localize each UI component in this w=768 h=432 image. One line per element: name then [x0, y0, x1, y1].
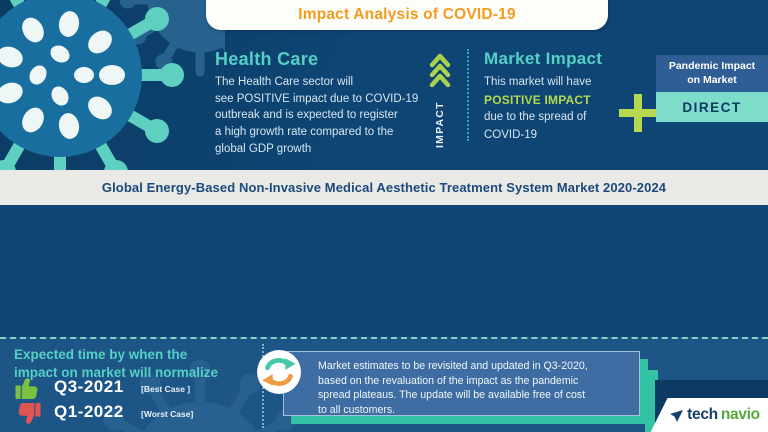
section-divider: [467, 49, 469, 141]
thumbs-up-icon: [15, 377, 41, 405]
worst-case-label: [Worst Case]: [141, 409, 194, 419]
direct-badge: DIRECT: [656, 92, 768, 122]
worst-case-value: Q1-2022: [54, 402, 124, 421]
healthcare-title: Health Care: [215, 49, 319, 69]
market-impact-line1: This market will have: [484, 76, 592, 88]
note-box: Market estimates to be revisited and upd…: [283, 351, 640, 416]
plus-icon: [618, 93, 658, 138]
best-case-label: [Best Case ]: [141, 384, 191, 394]
virus-icon: [0, 0, 225, 199]
page-title: Impact Analysis of COVID-19: [298, 6, 516, 23]
metrics-section: Market growth will ACCELERATE at a CAGR …: [0, 205, 768, 432]
market-impact-body: This market will have POSITIVE IMPACT du…: [484, 74, 591, 144]
header-banner: Impact Analysis of COVID-19: [206, 0, 608, 30]
pandemic-impact-label: Pandemic Impact on Market: [668, 59, 756, 86]
virus-silhouette-icon: [103, 359, 297, 432]
best-case-value: Q3-2021: [54, 377, 124, 396]
chevrons-up-icon: [429, 53, 451, 87]
brand-corner: tech navio: [650, 398, 768, 432]
teal-accent-bar: [645, 370, 658, 432]
thumbs-down-icon: [15, 402, 41, 430]
refresh-icon: [256, 349, 302, 400]
healthcare-body: The Health Care sector will see POSITIVE…: [215, 76, 419, 155]
note-text: Market estimates to be revisited and upd…: [318, 360, 588, 416]
technavio-logo-icon: [670, 409, 684, 422]
direct-value: DIRECT: [682, 99, 742, 115]
impact-vertical-label: IMPACT: [434, 101, 446, 148]
brand-tech: tech: [687, 406, 718, 423]
market-title: Global Energy-Based Non-Invasive Medical…: [101, 180, 667, 195]
market-impact-highlight: POSITIVE IMPACT: [484, 93, 591, 108]
brand-navio: navio: [720, 406, 760, 423]
normalize-title: Expected time by when the impact on mark…: [14, 347, 219, 381]
top-section: Impact Analysis of COVID-19 Health Care …: [0, 0, 768, 199]
market-title-strip: Global Energy-Based Non-Invasive Medical…: [0, 170, 768, 205]
market-impact-line2: due to the spread of COVID-19: [484, 111, 587, 141]
pandemic-impact-box: Pandemic Impact on Market: [656, 55, 768, 92]
market-impact-title: Market Impact: [484, 49, 603, 68]
